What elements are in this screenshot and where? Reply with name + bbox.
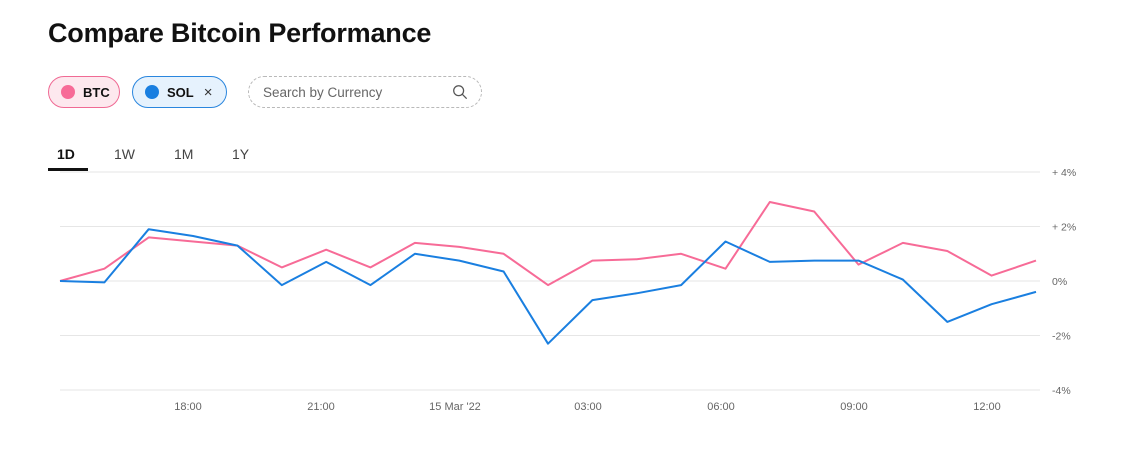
y-tick-label: -4%: [1052, 385, 1071, 397]
sol-color-dot: [145, 85, 159, 99]
currency-chip-sol[interactable]: SOL ×: [132, 76, 227, 108]
page-title: Compare Bitcoin Performance: [48, 18, 432, 48]
tab-1d[interactable]: 1D: [57, 146, 75, 162]
y-tick-label: + 2%: [1052, 222, 1076, 234]
y-tick-label: 0%: [1052, 276, 1067, 288]
x-tick-label: 12:00: [973, 401, 1001, 413]
tab-1y[interactable]: 1Y: [232, 146, 250, 162]
remove-sol-close-icon[interactable]: ×: [203, 83, 213, 101]
search-icon[interactable]: [451, 83, 469, 101]
chip-label-sol: SOL: [167, 84, 194, 100]
x-tick-label: 09:00: [840, 401, 868, 413]
series-line-sol[interactable]: [59, 228, 1037, 345]
chip-label-btc: BTC: [83, 84, 110, 100]
currency-search: [248, 76, 482, 108]
x-tick-label: 21:00: [307, 401, 335, 413]
currency-chip-btc[interactable]: BTC: [48, 76, 120, 108]
y-tick-label: -2%: [1052, 331, 1071, 343]
y-tick-label: + 4%: [1052, 167, 1076, 179]
tab-1w[interactable]: 1W: [114, 146, 135, 162]
series-line-btc[interactable]: [59, 201, 1037, 287]
tab-1m[interactable]: 1M: [174, 146, 194, 162]
x-tick-label: 18:00: [174, 401, 202, 413]
x-tick-label: 03:00: [574, 401, 602, 413]
x-tick-label: 06:00: [707, 401, 735, 413]
search-input[interactable]: [261, 83, 445, 101]
btc-color-dot: [61, 85, 75, 99]
active-tab-indicator: [48, 168, 88, 171]
x-tick-label: 15 Mar '22: [429, 401, 481, 413]
